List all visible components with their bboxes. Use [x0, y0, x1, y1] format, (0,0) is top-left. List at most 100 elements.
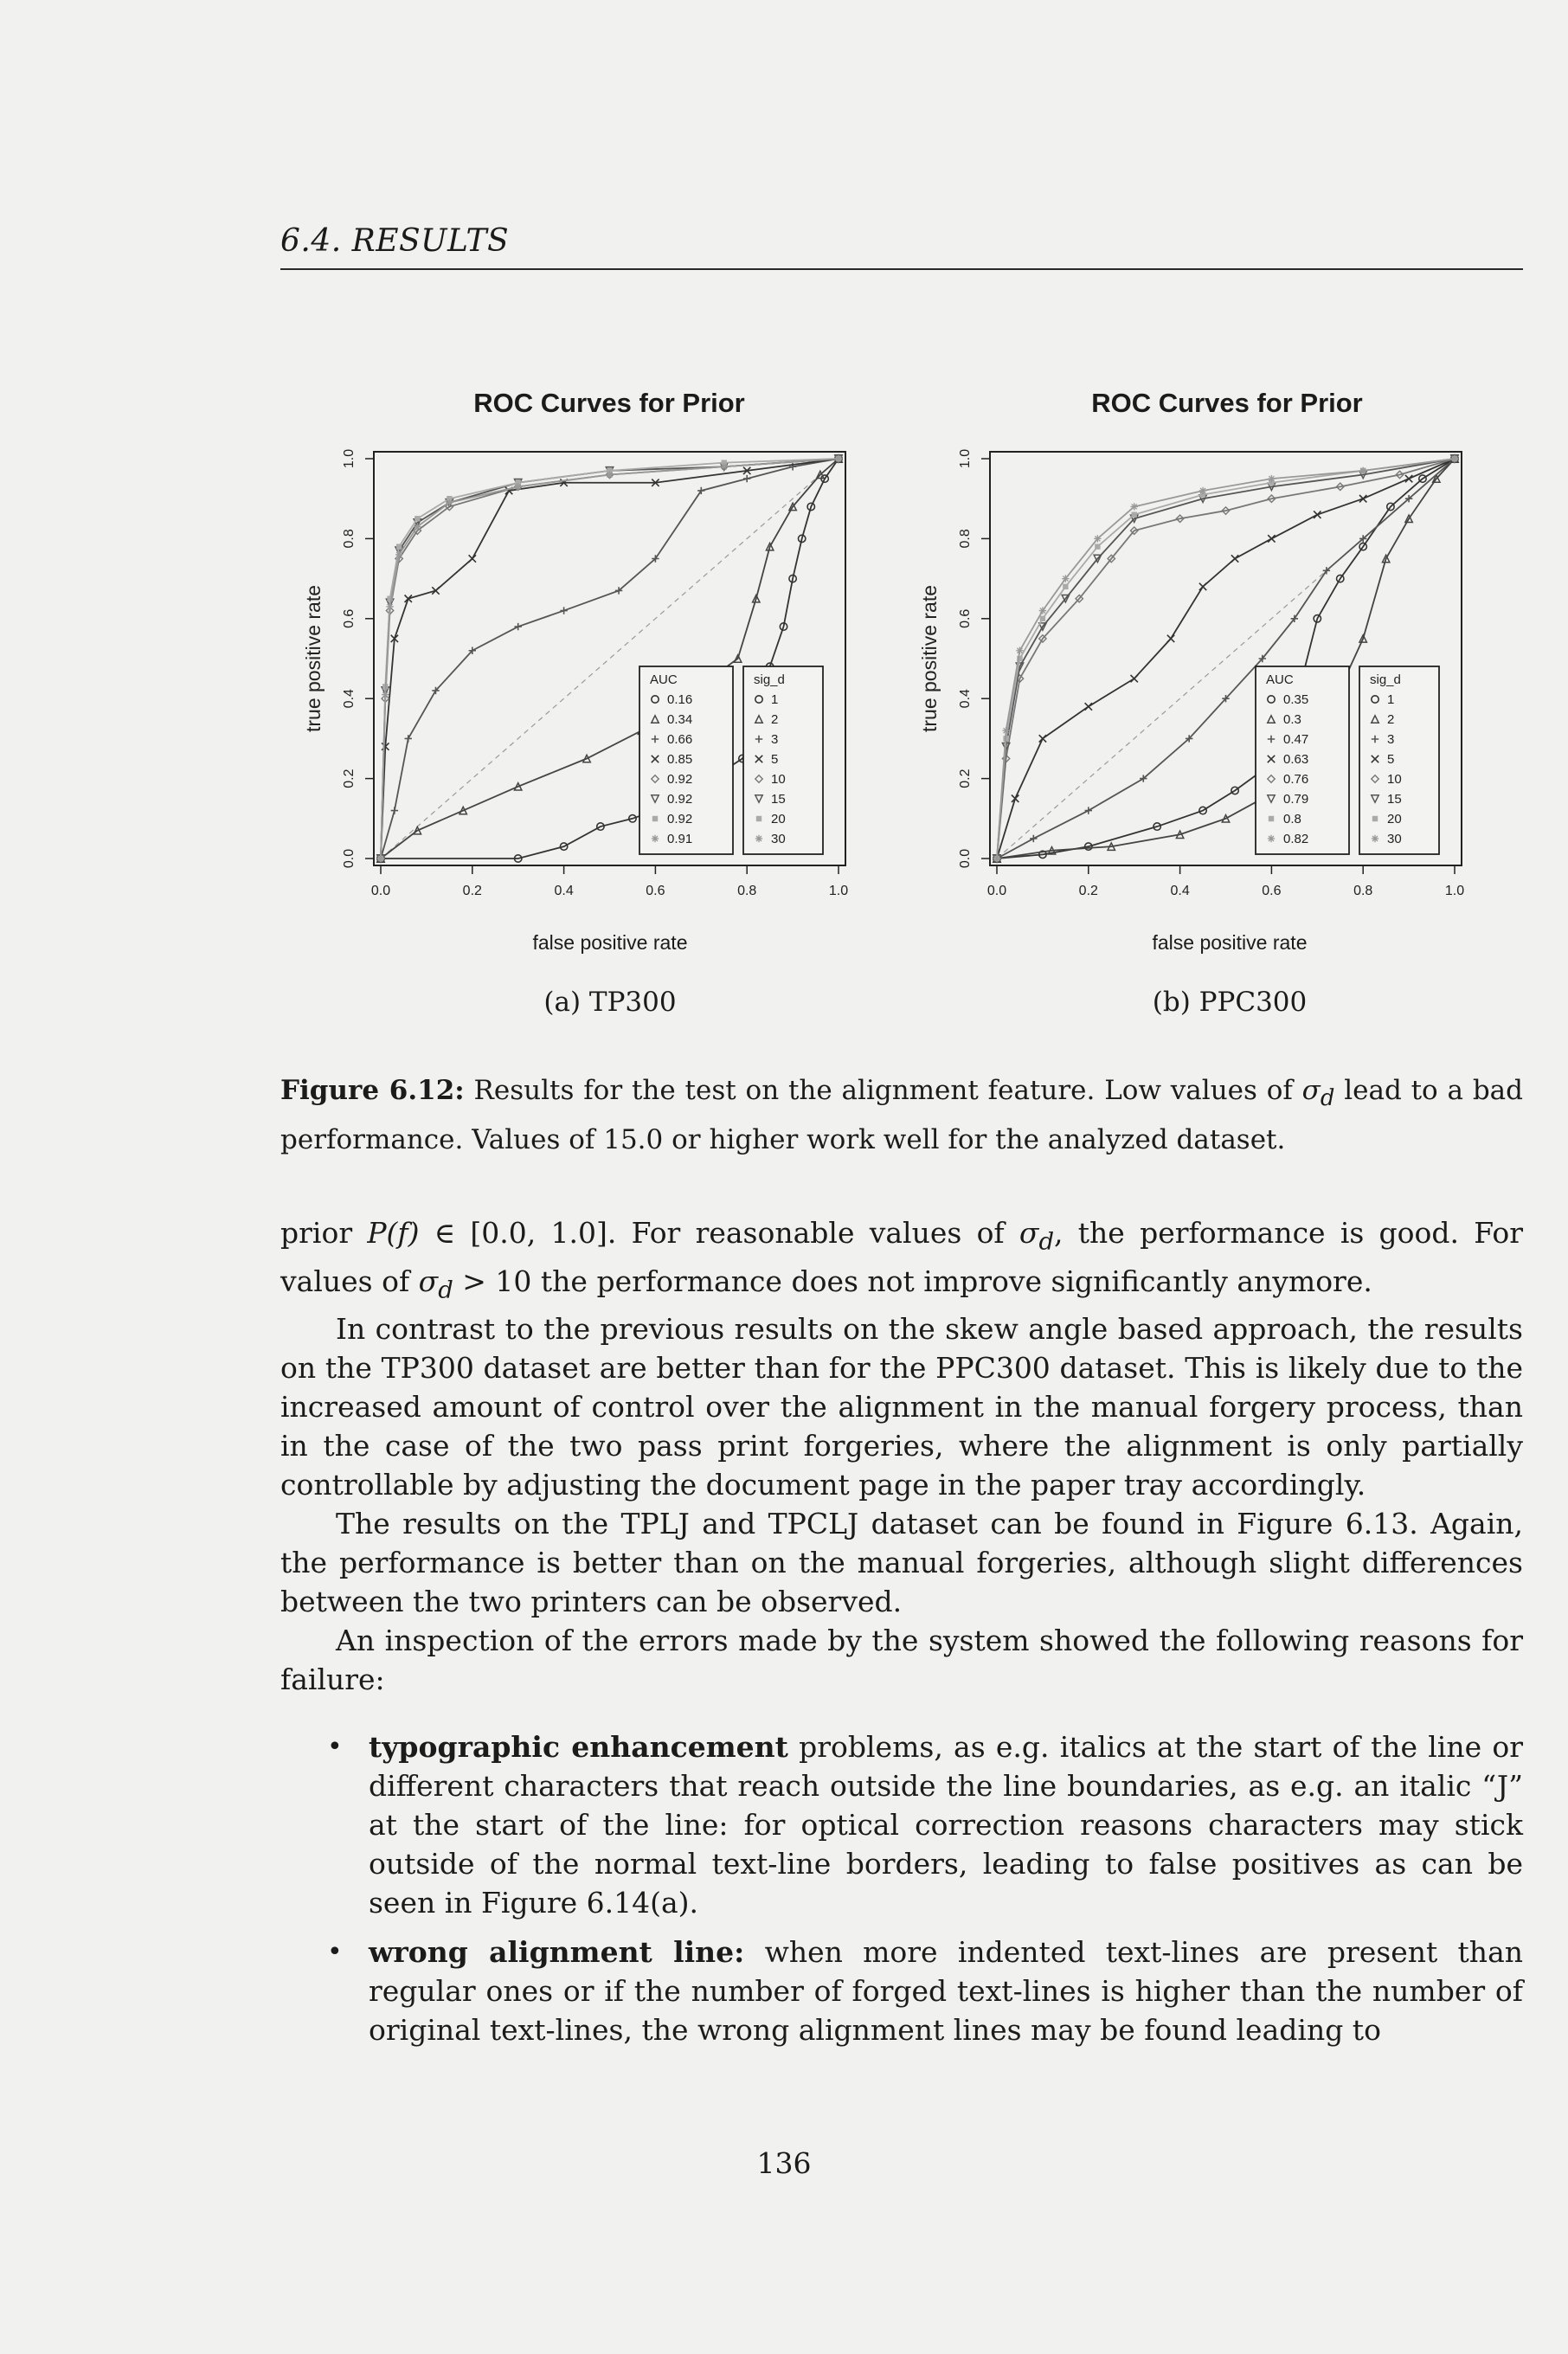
data-point	[447, 496, 453, 502]
data-point	[1404, 495, 1413, 503]
x-tick-label: 0.4	[1170, 884, 1189, 898]
data-point	[651, 478, 660, 487]
data-point	[1404, 513, 1414, 524]
data-point	[751, 593, 762, 603]
data-point	[754, 714, 764, 724]
data-point	[607, 467, 613, 474]
data-point	[1038, 734, 1047, 743]
data-point	[755, 735, 763, 743]
legend-title: AUC	[650, 672, 678, 687]
running-head: 6.4. RESULTS	[280, 223, 510, 259]
legend-entry: 0.82	[1283, 832, 1308, 846]
data-point	[1313, 614, 1322, 623]
data-point	[1002, 726, 1010, 735]
data-point	[387, 595, 393, 601]
list-item-text: problems, as e.g. italics at the start o…	[369, 1730, 1523, 1920]
data-point	[1231, 554, 1239, 563]
p1-sigma-2: σ	[418, 1264, 439, 1298]
p1-part-d: , the performance is good. For values of	[280, 1216, 1524, 1298]
legend-box	[639, 666, 734, 855]
y-tick-label: 0.4	[958, 689, 973, 708]
x-tick-label: 0.2	[1079, 884, 1098, 898]
legend-entry: 0.63	[1283, 752, 1308, 767]
x-tick-label: 0.4	[554, 884, 573, 898]
data-point	[458, 805, 468, 815]
data-point	[1130, 503, 1138, 511]
data-point	[515, 479, 521, 486]
list-item-text: when more indented text-lines are presen…	[369, 1935, 1523, 2047]
legend-entry: 2	[1387, 712, 1394, 727]
data-point	[627, 814, 637, 823]
data-point	[1359, 494, 1367, 503]
y-tick-label: 0.6	[342, 609, 357, 628]
x-tick-label: 1.0	[829, 884, 848, 898]
data-point	[606, 471, 614, 479]
legend-box	[1359, 666, 1440, 855]
data-point	[1370, 794, 1380, 804]
data-point	[395, 543, 402, 550]
data-point	[513, 781, 524, 791]
data-point	[815, 469, 826, 479]
data-point	[1038, 622, 1048, 632]
legend-entry: 20	[771, 812, 786, 826]
data-point	[1199, 492, 1206, 498]
data-point	[1370, 714, 1380, 724]
data-point	[1267, 735, 1276, 743]
y-tick-label: 0.2	[958, 769, 973, 788]
p1-prior-expr: P(f)	[367, 1216, 420, 1250]
data-point	[1266, 694, 1276, 704]
legend-title: sig_d	[1370, 672, 1401, 687]
legend-entry: 30	[771, 832, 786, 846]
data-point	[834, 454, 843, 463]
data-point	[650, 714, 660, 724]
y-tick-label: 0.2	[342, 769, 357, 788]
data-point	[1267, 534, 1276, 543]
data-point	[1359, 542, 1368, 551]
legend-entry: 0.8	[1283, 812, 1301, 826]
legend-entry: 0.92	[667, 812, 692, 826]
legend-entry: 0.92	[667, 772, 692, 787]
data-point	[1129, 525, 1139, 536]
data-point	[1404, 474, 1413, 483]
data-point	[1335, 574, 1345, 583]
list-item: • wrong alignment line: when more indent…	[327, 1933, 1523, 2049]
chart-b: 0.0 0.2 0.4 0.6 0.8 1.0 0.0 0.2 0.4 0.6 0.8 1.0 true…	[918, 449, 1464, 898]
data-point	[1385, 502, 1395, 511]
data-point	[1083, 842, 1093, 852]
caption-label: Figure 6.12:	[280, 1075, 465, 1106]
data-point	[742, 466, 751, 475]
data-point	[1372, 815, 1378, 822]
data-point	[514, 483, 522, 491]
paragraph-2: In contrast to the previous results on t…	[280, 1312, 1523, 1502]
data-point	[390, 634, 399, 643]
data-point	[755, 755, 763, 763]
data-point	[1268, 474, 1276, 483]
data-point	[1047, 845, 1057, 855]
x-tick-label: 0.2	[463, 884, 482, 898]
data-point	[721, 460, 727, 466]
legend-auc: AUC 0.35 0.3 0.47 0.63 0.76 0.79 0.8 0.82	[1255, 666, 1350, 855]
paragraph-1: prior P(f) ∈ [0.0, 1.0]. For reasonable …	[280, 1213, 1523, 1309]
data-point	[1198, 486, 1207, 495]
legend-entry: 3	[771, 732, 778, 747]
subfigure-a-label: (a) TP300	[543, 987, 677, 1018]
y-tick-label: 0.6	[958, 609, 973, 628]
data-point	[1084, 702, 1093, 711]
data-point	[779, 622, 788, 632]
data-point	[595, 822, 605, 832]
x-tick-label: 0.6	[646, 884, 665, 898]
data-point	[1290, 614, 1299, 622]
series-30	[376, 454, 843, 863]
data-point	[1062, 575, 1070, 582]
data-point	[376, 854, 385, 863]
legend-entry: 0.16	[667, 692, 692, 707]
data-point	[1038, 607, 1047, 614]
data-point	[1106, 841, 1116, 852]
data-point	[1335, 482, 1345, 492]
data-point	[432, 686, 440, 695]
y-axis-label: true positive rate	[918, 585, 941, 732]
data-point	[1084, 807, 1092, 814]
legend-entry: 0.91	[667, 832, 692, 846]
legend-entry: 5	[771, 752, 778, 767]
data-point	[1011, 794, 1019, 803]
